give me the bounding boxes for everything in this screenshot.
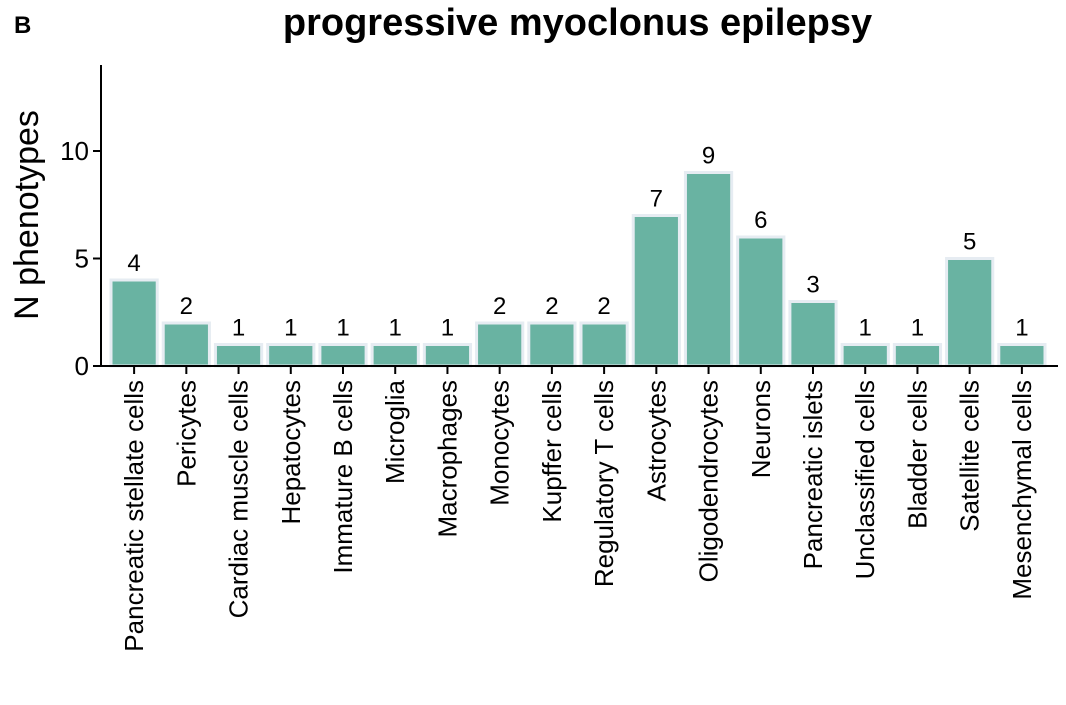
bar	[788, 300, 838, 368]
y-tick-label: 0	[75, 351, 89, 381]
x-tick-label: Cardiac muscle cells	[224, 380, 254, 618]
bar	[631, 214, 681, 368]
chart-title: progressive myoclonus epilepsy	[282, 2, 873, 44]
bar-value-label: 1	[389, 315, 402, 342]
x-tick-label: Regulatory T cells	[589, 380, 619, 587]
x-tick-label: Hepatocytes	[276, 380, 306, 525]
x-tick-label: Microglia	[380, 379, 410, 484]
bar	[892, 343, 943, 368]
bar	[736, 235, 786, 368]
x-tick-label: Pancreatic islets	[798, 380, 828, 569]
bar-value-label: 1	[441, 315, 454, 342]
bar-value-label: 9	[702, 143, 715, 170]
x-ticks-group: Pancreatic stellate cells Pericytes Cardia…	[119, 366, 1037, 652]
x-tick-label: Neurons	[746, 380, 776, 478]
bar-value-label: 1	[859, 315, 872, 342]
x-tick-label: Astrocytes	[641, 380, 671, 501]
value-labels-group: 4 2 1 1 1 1 1 2 2 2 7 9 6 3 1 1 5 1	[127, 143, 1028, 342]
bar	[161, 321, 211, 368]
bar-value-label: 3	[806, 272, 819, 299]
bar-value-label: 2	[597, 293, 610, 320]
panel-label: B	[14, 12, 32, 39]
y-tick-label: 10	[60, 136, 89, 166]
x-tick-label: Monocytes	[485, 380, 515, 506]
bar	[422, 343, 473, 368]
bar-value-label: 2	[545, 293, 558, 320]
bar	[266, 343, 316, 368]
bar-value-label: 1	[284, 315, 297, 342]
bar	[579, 321, 629, 368]
x-tick-label: Satellite cells	[955, 380, 985, 532]
bar	[997, 343, 1047, 368]
bar-value-label: 7	[650, 186, 663, 213]
bar-value-label: 4	[127, 250, 140, 277]
bars-group	[109, 171, 1047, 368]
bar-value-label: 2	[493, 293, 506, 320]
bar-value-label: 2	[180, 293, 193, 320]
bar-value-label: 1	[232, 315, 245, 342]
y-tick-label: 5	[75, 244, 89, 274]
bar-value-label: 5	[963, 229, 976, 256]
y-axis-label: N phenotypes	[8, 110, 46, 320]
bar	[318, 343, 368, 368]
bar	[840, 343, 890, 368]
x-tick-label: Pancreatic stellate cells	[119, 380, 149, 652]
x-tick-label: Unclassified cells	[850, 380, 880, 579]
bar	[475, 321, 525, 368]
bar-value-label: 6	[754, 207, 767, 234]
x-tick-label: Oligodendrocytes	[694, 380, 724, 582]
y-ticks-group: 0 5 10	[60, 136, 101, 381]
bar	[213, 343, 264, 368]
x-tick-label: Immature B cells	[328, 380, 358, 574]
bar-value-label: 1	[911, 315, 924, 342]
x-tick-label: Pericytes	[171, 380, 201, 487]
bar	[370, 343, 420, 368]
bar	[527, 321, 577, 368]
x-tick-label: Kupffer cells	[537, 380, 567, 523]
bar-value-label: 1	[1015, 315, 1028, 342]
x-tick-label: Mesenchymal cells	[1007, 380, 1037, 600]
x-tick-label: Bladder cells	[902, 380, 932, 529]
bar	[683, 171, 734, 368]
bar-value-label: 1	[336, 315, 349, 342]
bar	[945, 257, 995, 368]
x-tick-label: Macrophages	[432, 380, 462, 538]
bar	[109, 278, 159, 368]
